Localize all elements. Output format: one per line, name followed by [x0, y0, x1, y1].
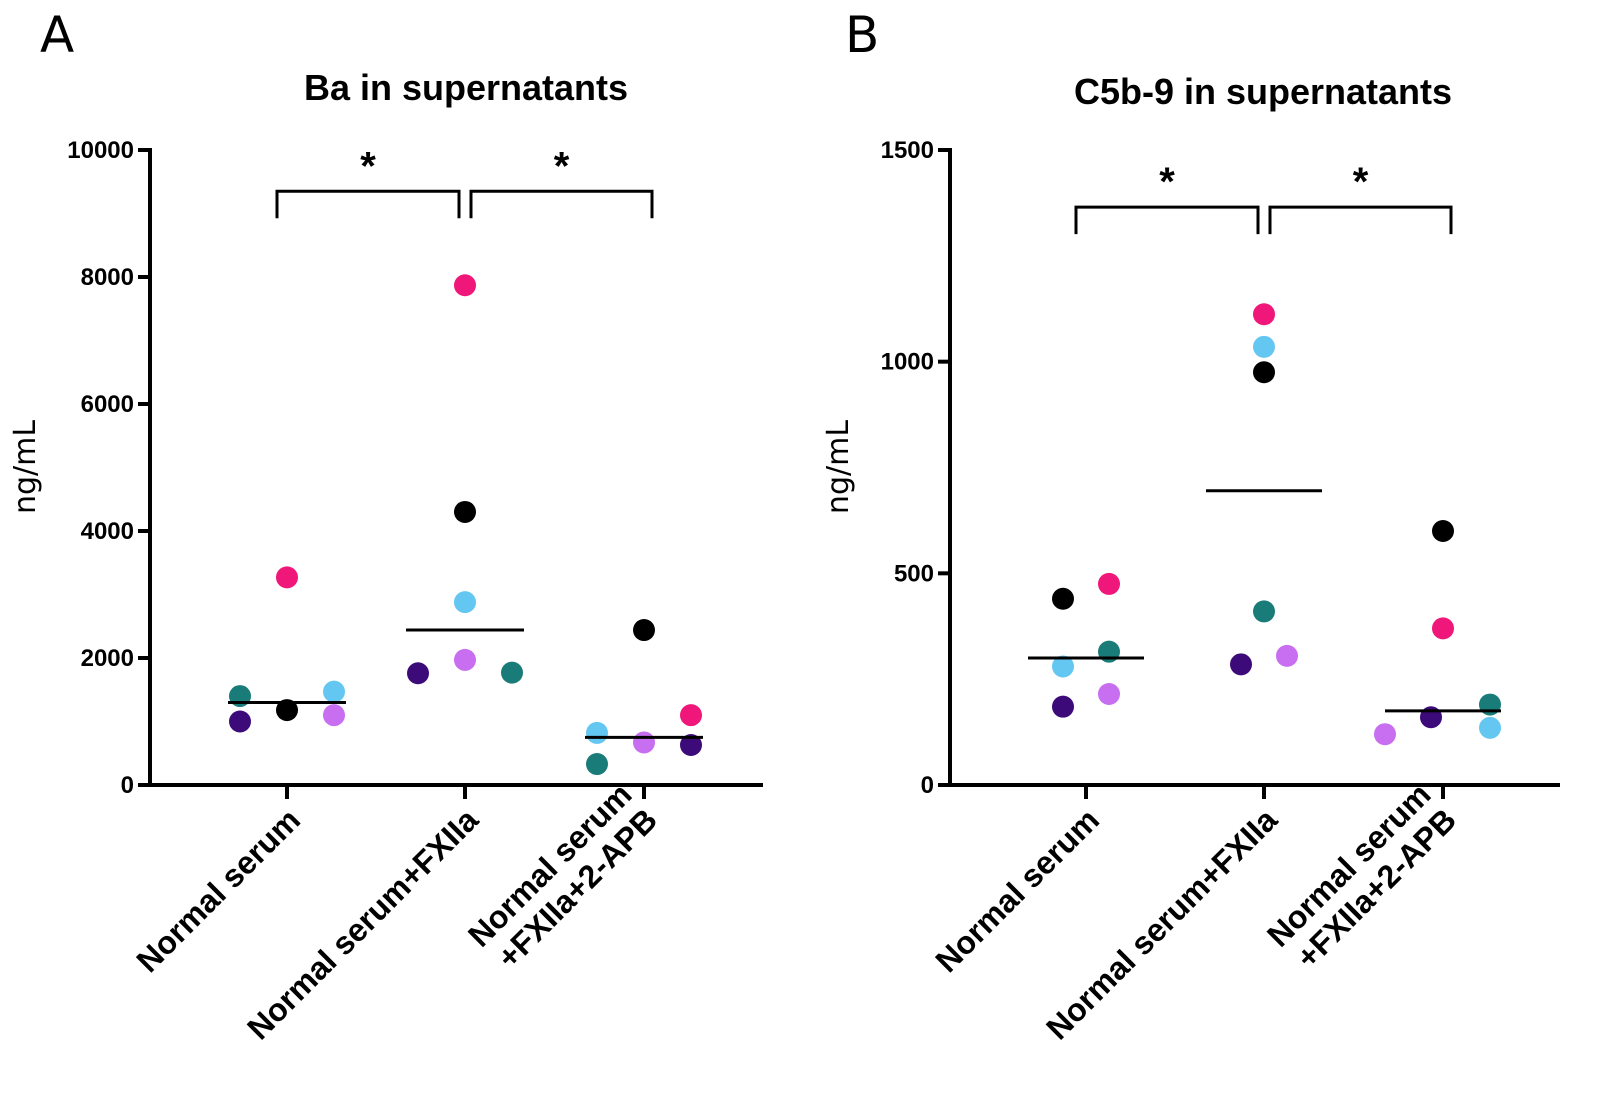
- panel-a-data-point-teal: [586, 753, 608, 776]
- panel-a-data-point-skyblue: [323, 680, 345, 703]
- panel-a-significance-bracket: [275, 189, 461, 219]
- panel-b-y-tick-label: 500: [894, 560, 934, 587]
- panel-b-data-point-violet: [1098, 682, 1120, 705]
- panel-b-data-point-skyblue: [1052, 655, 1074, 678]
- panel-b-data-point-indigo: [1230, 653, 1252, 676]
- panel-b-significance-bracket: [1268, 205, 1453, 235]
- panel-a-significance-bracket: [469, 189, 654, 219]
- panel-a-data-point-indigo: [229, 710, 251, 733]
- panel-b-y-axis-label: ng/mL: [821, 420, 856, 514]
- panel-b-data-point-magenta: [1432, 617, 1454, 640]
- panel-a-letter: A: [40, 6, 74, 64]
- panel-b-y-tick-label: 0: [921, 772, 934, 799]
- panel-b-data-point-indigo: [1052, 695, 1074, 718]
- panel-a-data-point-black: [633, 619, 655, 642]
- panel-b-data-point-violet: [1276, 644, 1298, 667]
- panel-b-y-tick-label: 1000: [881, 349, 934, 376]
- panel-b-category-label: Normal serum: [928, 802, 1106, 980]
- panel-b-category-label: Normal serum+FXIIa+2-APB: [1260, 776, 1463, 979]
- panel-a-y-tick-label: 8000: [81, 264, 134, 291]
- panel-a-data-point-magenta: [680, 704, 702, 727]
- panel-a-y-tick-label: 4000: [81, 518, 134, 545]
- panel-a-y-tick-label: 6000: [81, 391, 134, 418]
- panel-b-data-point-skyblue: [1479, 716, 1501, 739]
- panel-a-significance-star: *: [554, 144, 570, 188]
- panel-b-title: C5b-9 in supernatants: [1074, 71, 1452, 112]
- panel-a-data-point-skyblue: [586, 721, 608, 744]
- panel-a-data-point-black: [454, 500, 476, 523]
- panel-a-data-point-violet: [454, 648, 476, 671]
- panel-b-data-point-violet: [1374, 723, 1396, 746]
- panel-a-category-label: Normal serum: [129, 802, 307, 980]
- panel-a-y-axis-label: ng/mL: [8, 420, 43, 514]
- panel-b-data-point-teal: [1253, 600, 1275, 623]
- panel-b-significance-bracket: [1074, 205, 1260, 235]
- panel-a-data-point-violet: [323, 704, 345, 727]
- panel-a-data-point-magenta: [454, 274, 476, 297]
- panel-a-title: Ba in supernatants: [304, 67, 628, 108]
- panel-a-y-tick-label: 10000: [67, 137, 134, 164]
- panel-b-letter: B: [845, 6, 879, 64]
- panel-a-data-point-skyblue: [454, 591, 476, 614]
- panel-b-data-point-skyblue: [1253, 335, 1275, 358]
- panel-a-data-point-teal: [501, 661, 523, 684]
- panel-a-category-label: Normal serum+FXIIa+2-APB: [461, 776, 664, 979]
- panel-b-y-tick-label: 1500: [881, 137, 934, 164]
- panel-a-category-label-line: Normal serum: [129, 802, 307, 980]
- panel-b-data-point-black: [1052, 587, 1074, 610]
- panel-b-significance-star: *: [1353, 160, 1369, 204]
- panel-b-data-point-black: [1253, 361, 1275, 384]
- panel-a-data-point-magenta: [276, 566, 298, 589]
- panel-a-data-point-indigo: [407, 662, 429, 685]
- panel-a-data-point-black: [276, 699, 298, 722]
- panel-b-data-point-magenta: [1098, 572, 1120, 595]
- panel-a-y-tick-label: 0: [121, 772, 134, 799]
- panel-b-data-point-black: [1432, 520, 1454, 542]
- panel-a-data-point-indigo: [680, 733, 702, 756]
- panel-b-data-point-magenta: [1253, 303, 1275, 326]
- panel-a-significance-star: *: [360, 144, 376, 188]
- panel-a-data-point-violet: [633, 731, 655, 754]
- panel-a-y-tick-label: 2000: [81, 645, 134, 672]
- panel-b-category-label-line: Normal serum: [928, 802, 1106, 980]
- panel-b-significance-star: *: [1159, 160, 1175, 204]
